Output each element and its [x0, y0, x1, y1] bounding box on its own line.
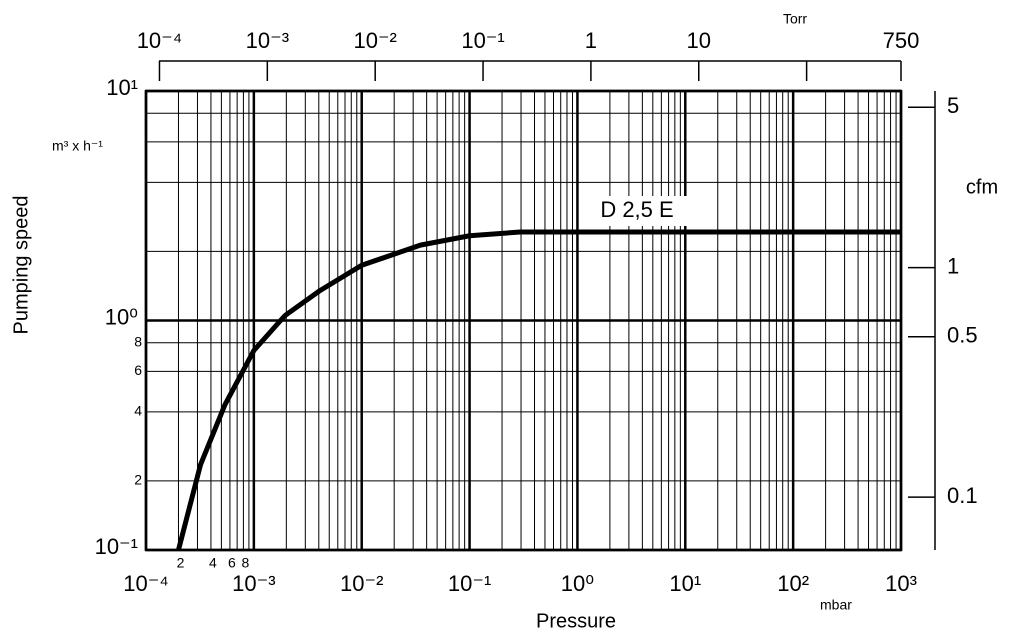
x-axis-label: Pressure [536, 610, 616, 632]
x-tick-label: 10⁰ [561, 571, 594, 596]
x-tick-label: 4 [209, 555, 217, 571]
x-tick-label: 10⁻² [340, 571, 383, 596]
series-label: D 2,5 E [600, 197, 673, 222]
series-line [176, 229, 901, 551]
x-tick-label: 10¹ [669, 571, 701, 596]
y2-tick-label: 1 [947, 253, 959, 278]
x2-axis-label: Torr [783, 11, 807, 27]
y2-tick-label: 5 [947, 93, 959, 118]
x2-tick-label: 1 [585, 28, 597, 53]
y2-axis-label: cfm [966, 176, 998, 198]
x-tick-label: 2 [177, 555, 185, 571]
plot-frame [144, 89, 903, 552]
y-tick-label: 10¹ [106, 75, 138, 100]
x2-tick-label: 10⁻² [353, 28, 396, 53]
x-tick-label: 10⁻¹ [448, 571, 491, 596]
y-tick-label: 6 [134, 362, 142, 378]
x-tick-label: 10² [777, 571, 809, 596]
x2-tick-label: 10⁻⁴ [137, 28, 183, 53]
x-tick-label: 8 [242, 555, 250, 571]
y-tick-label: 8 [134, 333, 142, 349]
x-tick-label: 10³ [885, 571, 917, 596]
x-tick-label: 10⁻⁴ [123, 571, 169, 596]
y-tick-label: 4 [134, 403, 142, 419]
y2-tick-label: 0.5 [947, 323, 978, 348]
x-tick-label: 10⁻³ [232, 571, 275, 596]
y-tick-label: 10⁰ [105, 304, 138, 329]
series-label-bg [582, 196, 692, 226]
x2-tick-label: 10⁻¹ [461, 28, 504, 53]
x2-tick-label: 10⁻³ [246, 28, 289, 53]
x2-tick-label: 10 [687, 28, 711, 53]
x-unit: mbar [820, 597, 852, 613]
y2-tick-label: 0.1 [947, 483, 978, 508]
x2-tick-label: 750 [883, 28, 920, 53]
y-unit: m³ x h⁻¹ [52, 138, 103, 154]
x-tick-label: 6 [228, 555, 236, 571]
y-axis-label: Pumping speed [10, 196, 32, 335]
y-tick-label: 10⁻¹ [95, 534, 138, 559]
y-tick-label: 2 [134, 472, 142, 488]
